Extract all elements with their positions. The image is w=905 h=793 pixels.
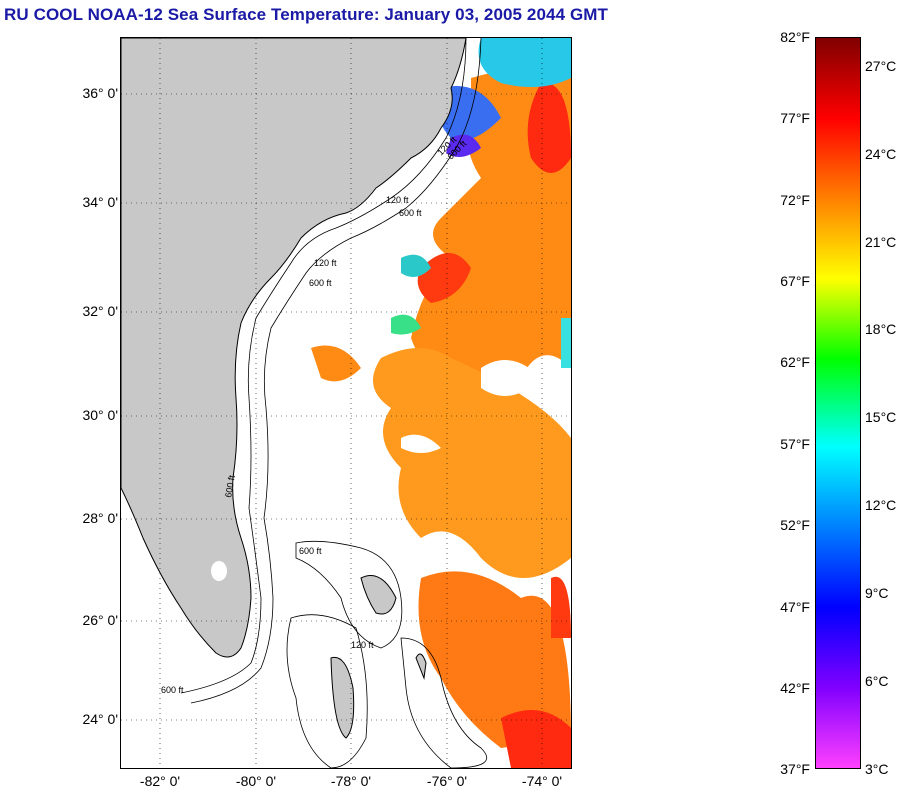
contour-label: 120 ft	[314, 258, 337, 268]
contour-label: 600 ft	[223, 474, 237, 498]
contour-label: 600 ft	[299, 546, 322, 556]
colorbar-f-label: 47°F	[780, 599, 810, 615]
colorbar-f-label: 72°F	[780, 192, 810, 208]
colorbar-c-label: 21°C	[865, 234, 897, 250]
lon-label: -78° 0'	[330, 773, 372, 789]
colorbar-f-label: 77°F	[780, 110, 810, 126]
lat-label: 24° 0'	[82, 711, 118, 727]
lat-label: 28° 0'	[82, 510, 118, 526]
colorbar-c-label: 3°C	[865, 761, 889, 777]
sst-data-layer	[311, 38, 571, 768]
colorbar-c-label: 27°C	[865, 58, 897, 74]
colorbar-f-label: 37°F	[780, 761, 810, 777]
contour-label: 600 ft	[161, 685, 184, 695]
lat-label: 36° 0'	[82, 85, 118, 101]
map-canvas: 120 ft 600 ft 120 ft 600 ft 120 ft 600 f…	[121, 38, 571, 768]
colorbar-c-label: 6°C	[865, 673, 889, 689]
colorbar-c-label: 24°C	[865, 146, 897, 162]
contour-label: 600 ft	[399, 208, 422, 218]
colorbar-c-label: 9°C	[865, 585, 889, 601]
lat-label: 26° 0'	[82, 612, 118, 628]
lat-label: 32° 0'	[82, 303, 118, 319]
lon-label: -76° 0'	[426, 773, 468, 789]
colorbar-f-label: 52°F	[780, 517, 810, 533]
colorbar-f-label: 62°F	[780, 354, 810, 370]
contour-label: 120 ft	[386, 195, 409, 205]
colorbar-c-label: 18°C	[865, 321, 897, 337]
lon-label: -74° 0'	[521, 773, 563, 789]
contour-label: 600 ft	[309, 278, 332, 288]
colorbar-c-label: 15°C	[865, 409, 897, 425]
colorbar-f-label: 57°F	[780, 436, 810, 452]
colorbar-c-label: 12°C	[865, 497, 897, 513]
lat-label: 34° 0'	[82, 194, 118, 210]
map-title: RU COOL NOAA-12 Sea Surface Temperature:…	[4, 5, 609, 24]
lon-label: -82° 0'	[139, 773, 181, 789]
colorbar-f-label: 42°F	[780, 680, 810, 696]
lat-label: 30° 0'	[82, 407, 118, 423]
colorbar-f-label: 82°F	[780, 29, 810, 45]
contour-label: 120 ft	[351, 640, 374, 650]
us-coast-land	[121, 38, 467, 658]
temperature-colorbar	[815, 37, 861, 769]
graticule	[121, 38, 571, 768]
colorbar-f-label: 67°F	[780, 273, 810, 289]
lon-label: -80° 0'	[235, 773, 277, 789]
sst-map[interactable]: 120 ft 600 ft 120 ft 600 ft 120 ft 600 f…	[120, 37, 572, 769]
